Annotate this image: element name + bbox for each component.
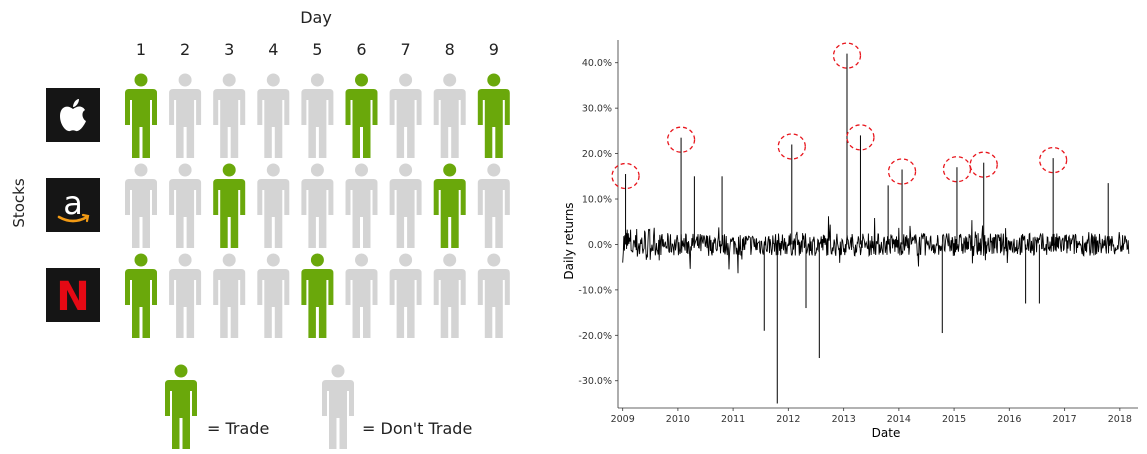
dont-trade-person-icon [322, 364, 354, 449]
highlight-circles [611, 42, 1068, 190]
day-labels: 1 2 3 4 5 6 7 8 9 [136, 40, 499, 59]
day-label-3: 3 [224, 40, 234, 59]
day-label-7: 7 [401, 40, 411, 59]
no-trade-person-icon-3-7 [389, 253, 422, 338]
no-trade-person-icon-2-5 [301, 163, 334, 248]
trade-people-grid [125, 73, 510, 338]
y-tick-label: 40.0% [582, 58, 612, 69]
no-trade-person-icon-2-1 [125, 163, 157, 248]
amazon-glyph: a [63, 184, 83, 222]
no-trade-person-icon-2-2 [169, 163, 202, 248]
x-axis-label: Date [872, 426, 901, 440]
y-axis-label: Daily returns [562, 202, 576, 279]
legend-dont-trade-label: = Don't Trade [362, 419, 472, 438]
y-tick-label: -20.0% [578, 331, 612, 342]
highlight-circle [611, 162, 640, 190]
day-axis-title: Day [300, 8, 332, 27]
apple-logo [46, 88, 100, 142]
trade-legend: = Trade = Don't Trade [165, 364, 472, 449]
trade-person-icon [165, 364, 197, 449]
no-trade-person-icon-2-9 [477, 163, 510, 248]
no-trade-person-icon-3-9 [477, 253, 510, 338]
day-label-1: 1 [136, 40, 146, 59]
return-spikes [625, 53, 1109, 404]
netflix-glyph: N [56, 274, 89, 320]
day-label-5: 5 [312, 40, 322, 59]
highlight-circle [887, 158, 917, 185]
no-trade-person-icon-3-3 [213, 253, 246, 338]
x-tick-label: 2017 [1053, 414, 1077, 425]
no-trade-person-icon-2-7 [389, 163, 422, 248]
x-tick-label: 2018 [1108, 414, 1132, 425]
no-trade-person-icon-3-6 [345, 253, 378, 338]
highlight-circle [832, 42, 862, 69]
daily-returns-series-line [622, 216, 1130, 274]
no-trade-person-icon-2-6 [345, 163, 378, 248]
trade-person-icon-2-8 [433, 163, 466, 248]
trade-person-icon-1-9 [477, 73, 510, 158]
day-label-2: 2 [180, 40, 190, 59]
no-trade-person-icon-1-8 [433, 73, 466, 158]
x-tick-label: 2010 [666, 414, 690, 425]
x-axis: 2009 2010 2011 2012 2013 2014 2015 2016 2017 2018 [611, 408, 1132, 425]
x-tick-label: 2009 [611, 414, 635, 425]
y-tick-label: 10.0% [582, 195, 612, 206]
x-tick-label: 2015 [942, 414, 966, 425]
trade-person-icon-1-1 [125, 73, 157, 158]
highlight-circle [969, 151, 998, 178]
amazon-logo: a [46, 178, 100, 232]
stock-logos: aN [46, 88, 100, 322]
x-tick-label: 2011 [721, 414, 745, 425]
apple-icon [60, 99, 86, 132]
x-tick-label: 2014 [887, 414, 911, 425]
legend-dont-trade-person-icon [322, 364, 354, 449]
daily-returns-chart: 40.0% 30.0% 20.0% 10.0% 0.0% -10.0% -20.0% -30.… [562, 40, 1138, 440]
y-tick-label: 30.0% [582, 104, 612, 115]
no-trade-person-icon-2-4 [257, 163, 290, 248]
netflix-logo: N [46, 268, 100, 322]
plot-area [617, 40, 1138, 409]
y-tick-label: -10.0% [578, 285, 612, 296]
stocks-axis-label: Stocks [10, 178, 28, 228]
no-trade-person-icon-1-3 [213, 73, 246, 158]
netflix-icon: N [56, 274, 89, 320]
legend-trade-person-icon [165, 364, 197, 449]
amazon-icon: a [57, 184, 90, 223]
day-label-6: 6 [356, 40, 366, 59]
no-trade-person-icon-1-7 [389, 73, 422, 158]
day-label-4: 4 [268, 40, 278, 59]
no-trade-person-icon-3-8 [433, 253, 466, 338]
y-axis: 40.0% 30.0% 20.0% 10.0% 0.0% -10.0% -20.0% -30.… [578, 58, 618, 387]
x-tick-label: 2016 [997, 414, 1021, 425]
day-label-9: 9 [489, 40, 499, 59]
no-trade-person-icon-1-2 [169, 73, 202, 158]
legend-trade-label: = Trade [207, 419, 269, 438]
highlight-circle [1038, 146, 1068, 174]
trade-person-icon-1-6 [345, 73, 378, 158]
x-tick-label: 2013 [832, 414, 856, 425]
y-tick-label: -30.0% [578, 376, 612, 387]
highlight-circle [666, 126, 696, 153]
day-label-8: 8 [445, 40, 455, 59]
highlight-circle [846, 124, 875, 151]
trade-person-icon-3-1 [125, 253, 157, 338]
x-tick-label: 2012 [776, 414, 800, 425]
y-tick-label: 0.0% [588, 240, 612, 251]
no-trade-person-icon-1-5 [301, 73, 334, 158]
y-tick-label: 20.0% [582, 149, 612, 160]
trade-person-icon-3-5 [301, 253, 334, 338]
trade-person-icon-2-3 [213, 163, 246, 248]
no-trade-person-icon-3-2 [169, 253, 202, 338]
no-trade-person-icon-1-4 [257, 73, 290, 158]
returns-chart-panel: 40.0% 30.0% 20.0% 10.0% 0.0% -10.0% -20.0% -30.… [560, 0, 1147, 450]
highlight-circle [777, 133, 806, 160]
no-trade-person-icon-3-4 [257, 253, 290, 338]
